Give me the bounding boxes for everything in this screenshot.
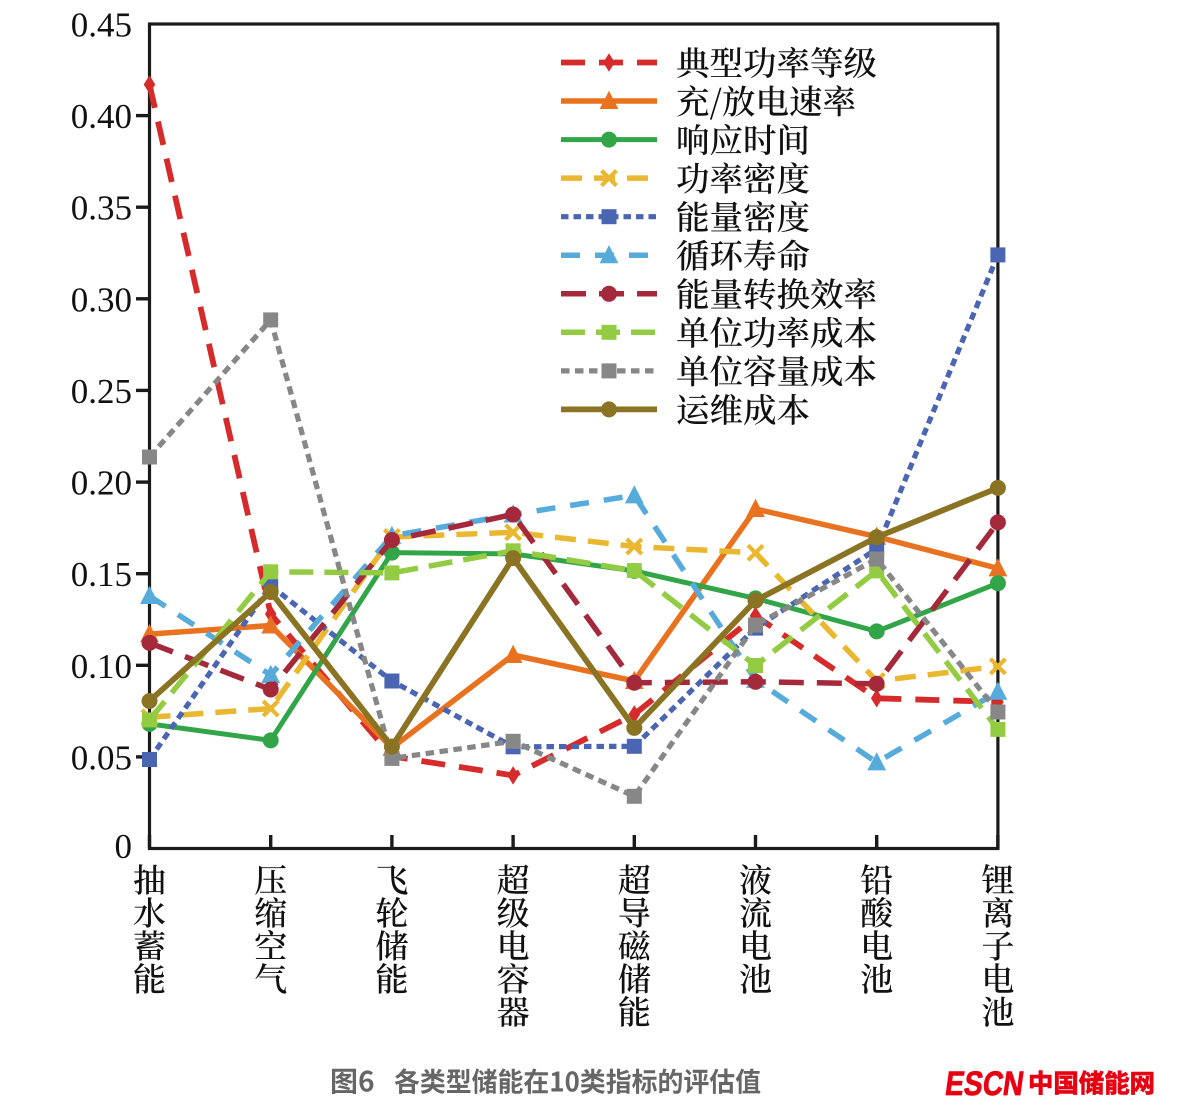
svg-text:0: 0 — [115, 827, 133, 866]
svg-text:0.25: 0.25 — [71, 372, 132, 411]
svg-text:0.05: 0.05 — [71, 738, 132, 777]
svg-text:ESCN: ESCN — [943, 1065, 1026, 1103]
svg-text:0.35: 0.35 — [71, 189, 132, 228]
svg-text:0.10: 0.10 — [71, 647, 132, 686]
svg-text:0.40: 0.40 — [71, 97, 132, 136]
svg-text:0.15: 0.15 — [71, 555, 132, 594]
svg-text:0.30: 0.30 — [71, 280, 132, 319]
svg-text:0.20: 0.20 — [71, 464, 132, 503]
svg-text:0.45: 0.45 — [71, 6, 132, 45]
